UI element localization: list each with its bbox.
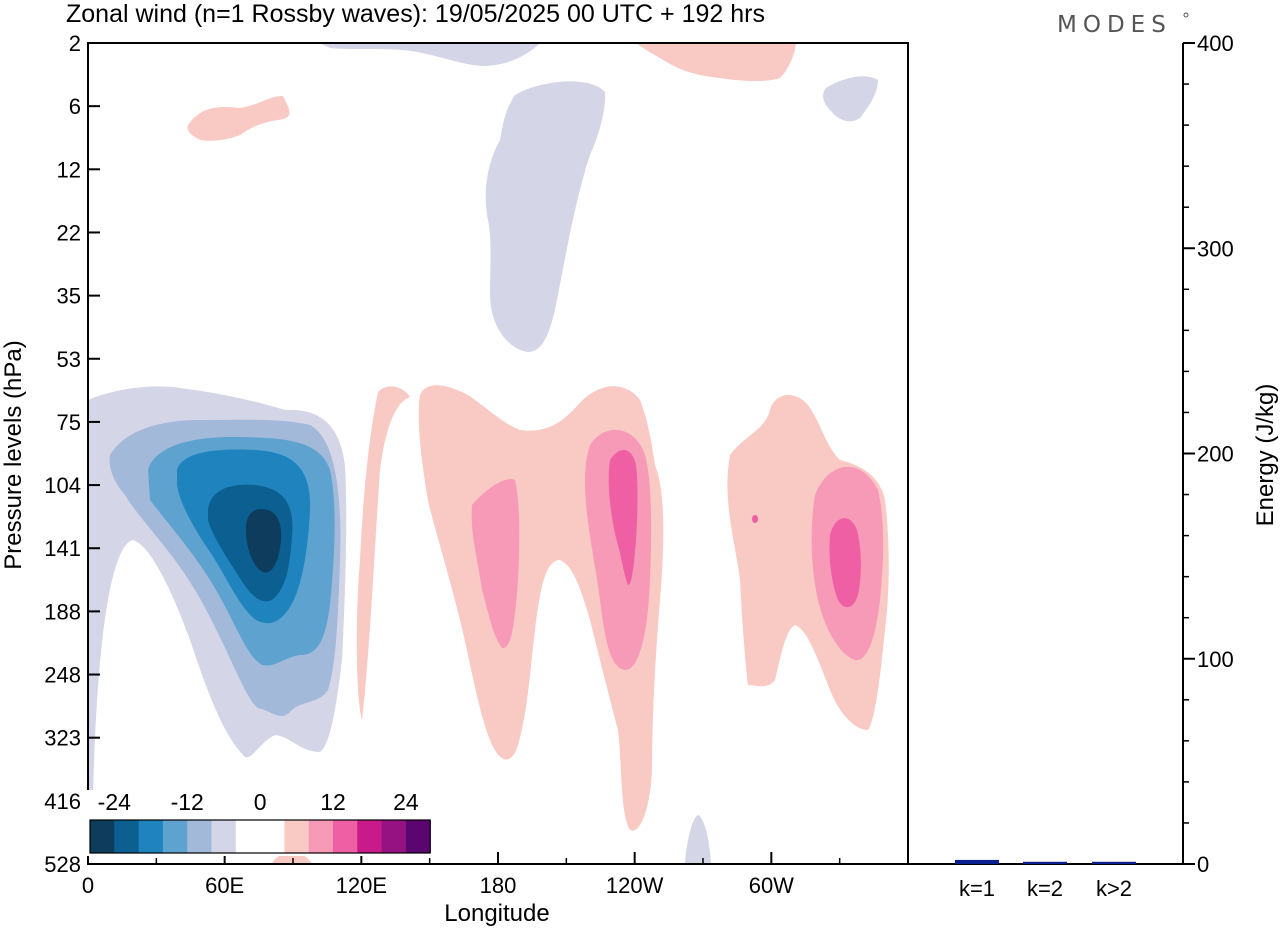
colorbar-swatch xyxy=(211,820,237,853)
y-tick-label: 12 xyxy=(57,157,81,182)
colorbar-swatch xyxy=(162,820,188,853)
pos-contour-dot xyxy=(752,515,758,523)
energy-axis-label: Energy (J/kg) xyxy=(1252,384,1279,527)
colorbar-swatch xyxy=(357,820,383,853)
colorbar-tick-label: 0 xyxy=(254,789,267,815)
neg-contour-strato xyxy=(485,81,606,352)
colorbar-tick-label: 12 xyxy=(320,789,346,815)
colorbar-swatch xyxy=(381,820,407,853)
energy-bar xyxy=(955,859,999,864)
colorbar-swatch xyxy=(260,820,285,853)
colorbar-swatch xyxy=(138,820,164,853)
pos-contour-12-east xyxy=(829,518,861,608)
colorbar-swatch xyxy=(308,820,334,853)
colorbar-swatch xyxy=(187,820,212,853)
energy-tick-label: 400 xyxy=(1197,31,1234,56)
y-tick-label: 323 xyxy=(44,726,81,751)
modes-logo: MODES xyxy=(1057,12,1172,38)
colorbar-tick-label: 24 xyxy=(393,789,419,815)
y-tick-label: 528 xyxy=(44,852,81,877)
neg-contour-top-east xyxy=(823,76,878,122)
registered-mark-icon xyxy=(1183,12,1189,18)
neg-contour-bottom xyxy=(685,815,711,864)
pos-contour-4-thin xyxy=(356,386,410,720)
x-tick-label: 120E xyxy=(336,873,387,898)
x-tick-label: 120W xyxy=(606,873,664,898)
energy-bar xyxy=(1023,861,1067,864)
energy-tick-label: 300 xyxy=(1197,236,1234,261)
colorbar-tick-label: -24 xyxy=(98,789,131,815)
y-tick-label: 6 xyxy=(69,94,81,119)
y-tick-label: 248 xyxy=(44,663,81,688)
y-tick-label: 416 xyxy=(44,789,81,814)
pos-contour-4-nw xyxy=(187,96,290,141)
energy-category-label: k=1 xyxy=(959,876,995,901)
energy-category-label: k>2 xyxy=(1096,876,1132,901)
neg-contour-top xyxy=(320,43,540,66)
colorbar-swatch xyxy=(90,820,115,853)
colorbar-frame xyxy=(89,819,431,854)
y-tick-label: 75 xyxy=(57,410,81,435)
y-tick-label: 22 xyxy=(57,220,81,245)
x-tick-label: 60E xyxy=(205,873,244,898)
colorbar-swatch xyxy=(235,820,261,853)
energy-tick-label: 0 xyxy=(1197,852,1209,877)
y-axis-label: Pressure levels (hPa) xyxy=(0,340,27,569)
x-axis-label: Longitude xyxy=(444,900,549,927)
longitude-axis: 0 60E 120E 180 120W 60W xyxy=(82,852,841,898)
x-tick-label: 180 xyxy=(480,873,517,898)
energy-category-label: k=2 xyxy=(1027,876,1063,901)
energy-bar xyxy=(1092,861,1136,864)
y-tick-label: 35 xyxy=(57,284,81,309)
colorbar-swatch xyxy=(114,820,140,853)
y-tick-label: 2 xyxy=(69,31,81,56)
y-tick-label: 104 xyxy=(44,473,81,498)
y-tick-label: 53 xyxy=(57,347,81,372)
colorbar-swatch xyxy=(405,820,431,853)
colorbar-swatch xyxy=(284,820,310,853)
y-tick-label: 188 xyxy=(44,599,81,624)
colorbar: -24 -12 0 12 24 xyxy=(87,789,431,856)
colorbar-tick-label: -12 xyxy=(171,789,204,815)
energy-panel: 0 100 200 300 400 k=1 k=2 k>2 xyxy=(955,31,1234,901)
x-tick-label: 60W xyxy=(749,873,794,898)
x-tick-label: 0 xyxy=(82,873,94,898)
colorbar-swatch xyxy=(333,820,358,853)
chart-title: Zonal wind (n=1 Rossby waves): 19/05/202… xyxy=(66,0,765,28)
pressure-axis: 2 6 12 22 35 53 75 104 141 188 248 323 416 528 xyxy=(44,31,100,877)
pos-contour-4-top xyxy=(636,43,796,81)
energy-tick-label: 200 xyxy=(1197,442,1234,467)
pos-contour-12-central xyxy=(608,449,638,585)
pos-contour-8-central-a xyxy=(471,479,520,649)
neg-contour-24-west xyxy=(245,508,282,573)
contour-field xyxy=(88,43,889,864)
energy-tick-label: 100 xyxy=(1197,647,1234,672)
y-tick-label: 141 xyxy=(44,536,81,561)
